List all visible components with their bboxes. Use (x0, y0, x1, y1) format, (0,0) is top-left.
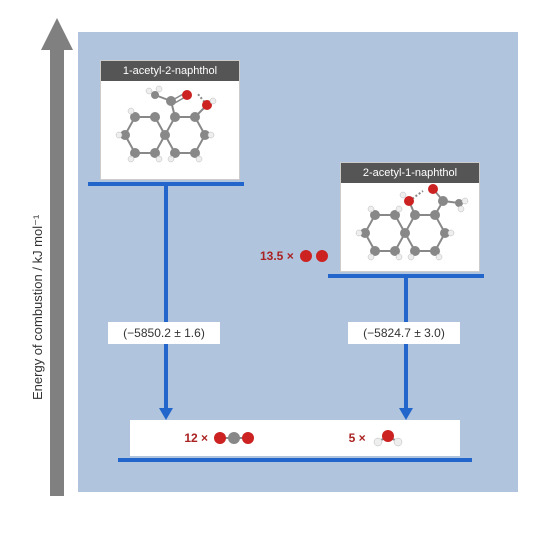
co2-coef: 12 × (184, 431, 208, 445)
y-axis-label: Energy of combustion / kJ mol⁻¹ (30, 215, 46, 400)
products-box: 12 × 5 × (130, 420, 460, 456)
molecule-2-title: 2-acetyl-1-naphthol (341, 163, 479, 183)
energy-value-1: (−5850.2 ± 1.6) (108, 322, 220, 344)
co2-molecule-icon (212, 429, 256, 447)
molecule-card-1: 1-acetyl-2-naphthol (100, 60, 240, 180)
o2-molecule-icon (298, 248, 332, 264)
molecule-1-structure (101, 81, 241, 177)
products-level (118, 458, 472, 462)
o2-coef: 13.5 × (260, 249, 294, 263)
diagram-canvas: Energy of combustion / kJ mol⁻¹ 1-acetyl… (0, 0, 560, 560)
reaction-arrow-2-head (399, 408, 413, 420)
h2o-molecule-icon (370, 428, 406, 448)
molecule-2-structure (341, 183, 481, 269)
h2o-coef: 5 × (349, 431, 366, 445)
molecule-card-2: 2-acetyl-1-naphthol (340, 162, 480, 272)
energy-value-2: (−5824.7 ± 3.0) (348, 322, 460, 344)
molecule-1-title: 1-acetyl-2-naphthol (101, 61, 239, 81)
o2-reagent: 13.5 × (260, 248, 332, 264)
reaction-arrow-1-stem (164, 184, 168, 410)
reaction-arrow-1-head (159, 408, 173, 420)
